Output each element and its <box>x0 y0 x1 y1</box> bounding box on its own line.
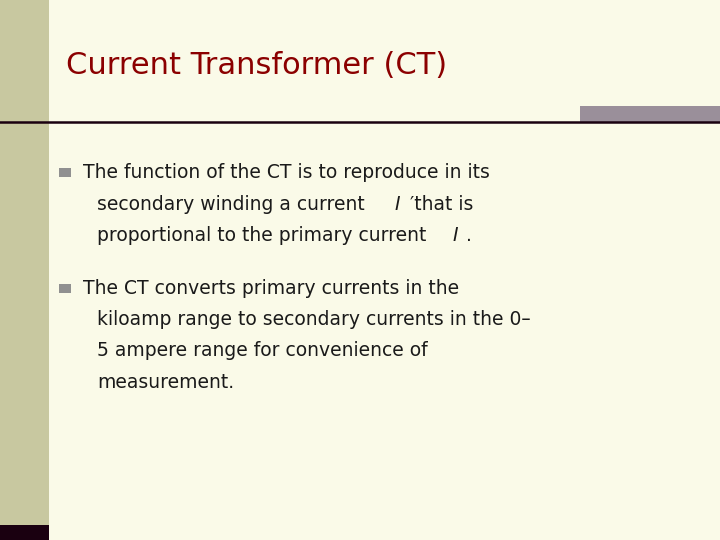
Bar <box>0 0 49 540</box>
Text: I: I <box>395 194 400 214</box>
Text: kiloamp range to secondary currents in the 0–: kiloamp range to secondary currents in t… <box>97 310 531 329</box>
Text: The CT converts primary currents in the: The CT converts primary currents in the <box>83 279 459 298</box>
Bar <box>59 168 71 177</box>
Text: ′that is: ′that is <box>410 194 474 214</box>
Text: .: . <box>466 226 472 245</box>
Text: proportional to the primary current: proportional to the primary current <box>97 226 433 245</box>
Bar <box>0 525 49 540</box>
Text: 5 ampere range for convenience of: 5 ampere range for convenience of <box>97 341 428 361</box>
Bar <box>59 284 71 293</box>
Text: Current Transformer (CT): Current Transformer (CT) <box>66 51 447 80</box>
Bar <box>580 106 720 122</box>
Text: I: I <box>453 226 459 245</box>
Text: measurement.: measurement. <box>97 373 234 392</box>
Text: secondary winding a current: secondary winding a current <box>97 194 371 214</box>
Text: The function of the CT is to reproduce in its: The function of the CT is to reproduce i… <box>83 163 490 183</box>
